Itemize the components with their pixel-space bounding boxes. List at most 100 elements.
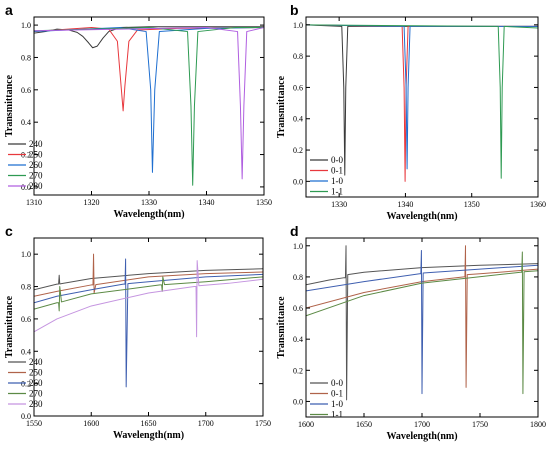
x-tick-label: 1360 [530, 200, 546, 209]
y-tick-label: 0.8 [293, 52, 303, 61]
y-tick-label: 0.4 [293, 115, 303, 124]
legend: 0-00-11-01-1 [310, 155, 343, 197]
panel-b: b 1330 1340 1350 1360 0.0 0.2 0.4 0.6 0.8 1.0 Wavel… [276, 2, 546, 222]
legend-label: 250 [29, 150, 43, 160]
y-tick-label: 0.4 [21, 118, 31, 127]
x-tick-label: 1700 [198, 419, 214, 428]
legend-label: 240 [29, 357, 43, 367]
x-tick-label: 1330 [141, 198, 157, 207]
y-tick-label: 0.8 [21, 283, 31, 292]
x-tick-label: 1350 [464, 200, 480, 209]
series-line-0-0 [306, 245, 538, 401]
x-tick-label: 1350 [256, 198, 272, 207]
y-tick-label: 0.0 [21, 183, 31, 192]
panel-d: d 1600 1650 1700 1750 1800 0.0 0.2 0.4 0.6 0.8 1.0 W… [276, 223, 546, 442]
x-tick-label: 1650 [356, 420, 372, 429]
y-axis-label: Transmittance [276, 296, 287, 359]
legend-label: 0-1 [331, 166, 343, 176]
y-tick-label: 0.6 [293, 304, 303, 313]
x-tick-label: 1650 [141, 419, 157, 428]
plot-frame [305, 16, 539, 198]
y-tick-label: 0.6 [293, 83, 303, 92]
series-line-250 [34, 253, 263, 297]
series-group [34, 26, 264, 186]
y-tick-label: 1.0 [21, 21, 31, 30]
legend-label: 0-0 [331, 155, 343, 165]
series-line-280 [34, 27, 264, 180]
y-tick-label: 0.2 [21, 380, 31, 389]
plot-frame [33, 16, 265, 196]
y-tick-label: 1.0 [293, 242, 303, 251]
series-line-1-0 [306, 249, 538, 395]
panel-c: c 1550 1600 1650 1700 1750 0.0 0.2 0.4 0.6 0.8 1.0 W… [4, 223, 271, 441]
series-line-0-1 [306, 245, 538, 388]
y-tick-label: 1.0 [293, 21, 303, 30]
panel-a: a131013201330134013500.00.20.40.60.81.0W… [4, 2, 272, 220]
x-tick-label: 1330 [331, 200, 347, 209]
x-axis-label: Wavelength(nm) [386, 431, 457, 442]
y-tick-label: 0.0 [21, 412, 31, 421]
series-line-240 [34, 268, 263, 291]
legend-label: 240 [29, 139, 43, 149]
y-axis-label: Transmittance [276, 75, 287, 138]
legend-label: 1-1 [331, 410, 343, 420]
x-tick-label: 1550 [26, 419, 42, 428]
x-tick-label: 1340 [397, 200, 413, 209]
legend-label: 1-0 [331, 399, 343, 409]
series-group [306, 24, 538, 182]
y-tick-label: 0.0 [293, 397, 303, 406]
x-tick-label: 1600 [298, 420, 314, 429]
legend-label: 260 [29, 160, 43, 170]
y-tick-label: 0.2 [293, 366, 303, 375]
panel-letter: c [5, 223, 13, 239]
x-tick-label: 1800 [530, 420, 546, 429]
legend-label: 260 [29, 378, 43, 388]
y-tick-label: 0.4 [21, 347, 31, 356]
legend-label: 250 [29, 368, 43, 378]
panel-letter: a [5, 2, 13, 18]
series-line-260 [34, 27, 264, 173]
x-axis-label: Wavelength(nm) [113, 430, 184, 441]
x-tick-label: 1310 [26, 198, 42, 207]
panel-letter: b [290, 2, 299, 18]
y-tick-label: 0.0 [293, 177, 303, 186]
x-axis-label: Wavelength(nm) [386, 211, 457, 222]
x-tick-label: 1600 [83, 419, 99, 428]
legend-label: 280 [29, 181, 43, 191]
series-line-270 [34, 276, 263, 312]
y-tick-label: 0.8 [21, 53, 31, 62]
x-tick-label: 1340 [199, 198, 215, 207]
y-tick-label: 1.0 [21, 250, 31, 259]
series-line-270 [34, 27, 264, 186]
legend-label: 280 [29, 399, 43, 409]
series-line-1-1 [306, 24, 538, 179]
legend-label: 1-0 [331, 176, 343, 186]
legend-label: 0-0 [331, 378, 343, 388]
x-tick-label: 1750 [255, 419, 271, 428]
series-line-280 [34, 260, 263, 338]
series-group [306, 245, 538, 401]
x-tick-label: 1700 [414, 420, 430, 429]
y-tick-label: 0.8 [293, 273, 303, 282]
plot-frame [33, 237, 264, 417]
series-line-260 [34, 258, 263, 388]
y-tick-label: 0.2 [293, 146, 303, 155]
x-tick-label: 1750 [472, 420, 488, 429]
series-group [34, 253, 263, 388]
legend-label: 270 [29, 171, 43, 181]
x-tick-label: 1320 [84, 198, 100, 207]
x-axis-label: Wavelength(nm) [113, 209, 184, 220]
y-tick-label: 0.6 [21, 315, 31, 324]
series-line-1-1 [306, 251, 538, 395]
y-axis-label: Transmittance [4, 295, 15, 358]
legend-label: 1-1 [331, 187, 343, 197]
panel-letter: d [290, 223, 299, 239]
y-axis-label: Transmittance [4, 74, 15, 137]
series-line-1-0 [306, 24, 538, 170]
y-tick-label: 0.6 [21, 86, 31, 95]
legend: 0-00-11-01-1 [310, 378, 343, 420]
legend-label: 0-1 [331, 389, 343, 399]
